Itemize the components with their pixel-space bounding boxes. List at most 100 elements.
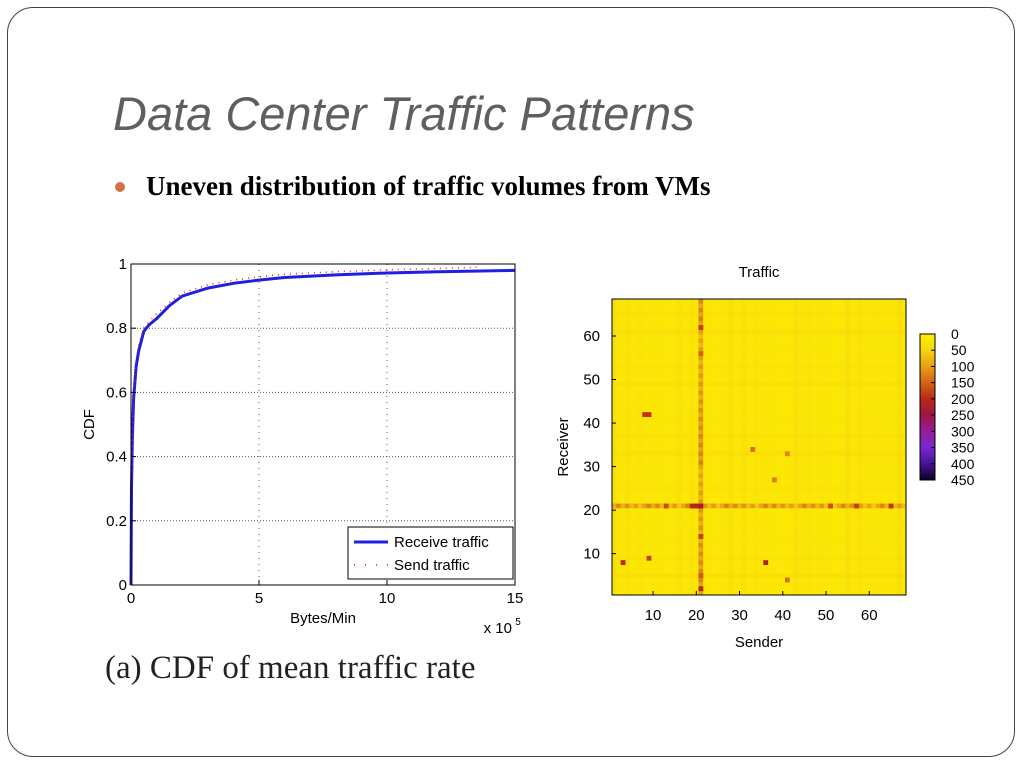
x-multiplier-exponent: 5 — [515, 617, 521, 628]
heatmap-cell — [815, 503, 820, 509]
heatmap-cell — [698, 333, 704, 339]
heatmap-row-texture — [612, 555, 906, 561]
heatmap-row-texture — [612, 346, 906, 352]
heatmap-cell — [698, 312, 704, 317]
y-tick-label: 0.4 — [106, 449, 127, 466]
heatmap-cell — [698, 403, 704, 409]
heatmap-cell — [845, 503, 851, 509]
heatmap-cell — [823, 503, 829, 509]
heatmap-cell — [854, 503, 859, 509]
heatmap-cell — [698, 525, 704, 531]
heatmap-cell — [771, 503, 777, 509]
heatmap-column-texture — [624, 299, 630, 595]
heatmap-cell — [789, 503, 794, 509]
heatmap-cell — [698, 577, 704, 583]
heatmap-cell — [698, 521, 704, 526]
heatmap-cell — [698, 420, 704, 426]
heatmap-cell — [698, 329, 704, 335]
slide-title: Data Center Traffic Patterns — [113, 87, 695, 140]
heatmap-cell — [698, 316, 704, 322]
heatmap-cell — [698, 303, 704, 309]
heatmap-cell — [698, 538, 704, 544]
heatmap-column-texture — [676, 299, 682, 595]
heatmap-cell — [776, 503, 781, 509]
y-tick-label: 1 — [119, 256, 127, 273]
heatmap-cell — [711, 503, 717, 509]
y-axis-label: Receiver — [555, 417, 572, 476]
heatmap-cell — [802, 503, 807, 509]
heatmap-cell — [698, 373, 704, 378]
heatmap-cell — [880, 503, 885, 509]
heatmap-cell — [698, 438, 704, 443]
legend-label-send: Send traffic — [394, 557, 470, 574]
colorbar-tick-label: 0 — [951, 326, 959, 342]
heatmap-cell — [685, 503, 691, 509]
heatmap-cell — [862, 503, 868, 509]
heatmap-cell — [698, 447, 704, 452]
heatmap-column-texture — [702, 299, 708, 595]
heatmap-row-texture — [612, 329, 906, 334]
heatmap-cell — [698, 433, 704, 439]
heatmap-cell — [767, 503, 773, 509]
heatmap-column-texture — [689, 299, 695, 595]
colorbar-tick-label: 250 — [951, 407, 975, 423]
heatmap-cell — [698, 381, 704, 387]
heatmap-cell — [750, 503, 755, 509]
heatmap-cell — [702, 503, 708, 509]
heatmap-cell — [698, 299, 704, 304]
colorbar-tick-label: 150 — [951, 375, 975, 391]
heatmap-cell — [836, 503, 842, 509]
heatmap-cell — [780, 503, 786, 509]
y-tick-label: 60 — [583, 328, 600, 345]
heatmap-cell — [698, 342, 704, 348]
x-tick-label: 10 — [645, 607, 662, 624]
heatmap-cell — [663, 503, 669, 509]
heatmap-row-texture — [612, 521, 906, 526]
x-tick-label: 30 — [731, 607, 748, 624]
heatmap-row-texture — [612, 364, 906, 369]
y-tick-label: 0 — [119, 577, 127, 594]
heatmap-cell — [875, 503, 881, 509]
heatmap-cell — [849, 503, 855, 509]
heatmap-cell — [698, 442, 704, 448]
heatmap-column-texture — [767, 299, 772, 595]
heatmap-cell — [698, 355, 704, 361]
heatmap-cell — [698, 503, 704, 509]
colorbar-tick-label: 100 — [951, 358, 975, 374]
heatmap-cell — [698, 451, 704, 457]
heatmap-cell — [698, 364, 704, 369]
heatmap-cell — [698, 499, 704, 504]
heatmap-cell — [741, 503, 747, 509]
heatmap-cell — [698, 586, 704, 592]
heatmap-cell — [698, 351, 704, 357]
heatmap-cell — [793, 503, 799, 509]
heatmap-cell — [746, 503, 751, 509]
plot-frame — [130, 263, 516, 586]
heatmap-column-texture — [897, 299, 902, 595]
heatmap-cell — [698, 560, 704, 565]
heatmap-cell — [646, 412, 652, 418]
heatmap-cell — [893, 503, 898, 509]
heatmap-cell — [668, 503, 673, 509]
heatmap-cell — [698, 416, 704, 422]
heatmap-cell — [689, 503, 695, 509]
x-multiplier-label: x 10 — [484, 620, 512, 637]
heatmap-cell — [672, 503, 678, 509]
heatmap-row-texture — [612, 486, 906, 491]
heatmap-cell — [676, 503, 682, 509]
heatmap-cell — [612, 503, 617, 509]
heatmap-cell — [784, 577, 790, 583]
heatmap-cell — [698, 547, 704, 552]
heatmap-cell — [698, 386, 704, 391]
x-tick-label: 0 — [127, 590, 135, 607]
heatmap-column-texture — [741, 299, 747, 595]
heatmap-column-texture — [612, 299, 617, 595]
colorbar-tick-label: 300 — [951, 423, 975, 439]
heatmap-cell — [763, 560, 769, 566]
heatmap-cell — [698, 468, 704, 474]
x-tick-label: 50 — [818, 607, 835, 624]
heatmap-cell — [698, 494, 704, 500]
x-tick-label: 5 — [255, 590, 263, 607]
heatmap-cell — [698, 568, 704, 574]
heatmap-cell — [633, 503, 639, 509]
